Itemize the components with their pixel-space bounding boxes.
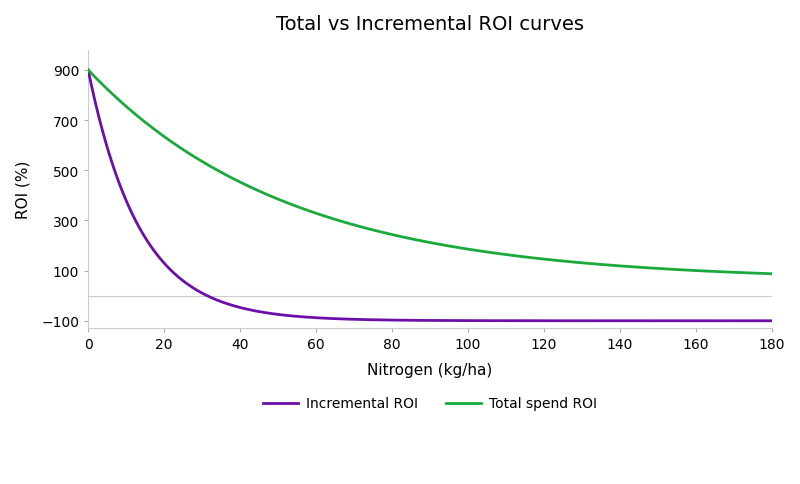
- Incremental ROI: [617, 318, 626, 324]
- Line: Incremental ROI: Incremental ROI: [88, 71, 772, 321]
- Incremental ROI: [629, 318, 638, 324]
- Y-axis label: ROI (%): ROI (%): [15, 161, 30, 219]
- Total spend ROI: [617, 264, 626, 270]
- Incremental ROI: [767, 318, 777, 324]
- Total spend ROI: [767, 271, 777, 277]
- Incremental ROI: [553, 318, 562, 324]
- Total spend ROI: [83, 68, 93, 74]
- Incremental ROI: [153, 253, 162, 259]
- Total spend ROI: [153, 130, 162, 136]
- Incremental ROI: [360, 317, 370, 323]
- Line: Total spend ROI: Total spend ROI: [88, 71, 772, 274]
- Title: Total vs Incremental ROI curves: Total vs Incremental ROI curves: [276, 15, 584, 34]
- X-axis label: Nitrogen (kg/ha): Nitrogen (kg/ha): [367, 363, 493, 378]
- Total spend ROI: [553, 258, 562, 264]
- Total spend ROI: [360, 226, 370, 231]
- Legend: Incremental ROI, Total spend ROI: Incremental ROI, Total spend ROI: [258, 391, 602, 416]
- Total spend ROI: [385, 231, 394, 237]
- Total spend ROI: [629, 264, 638, 270]
- Incremental ROI: [83, 68, 93, 74]
- Incremental ROI: [385, 318, 394, 323]
